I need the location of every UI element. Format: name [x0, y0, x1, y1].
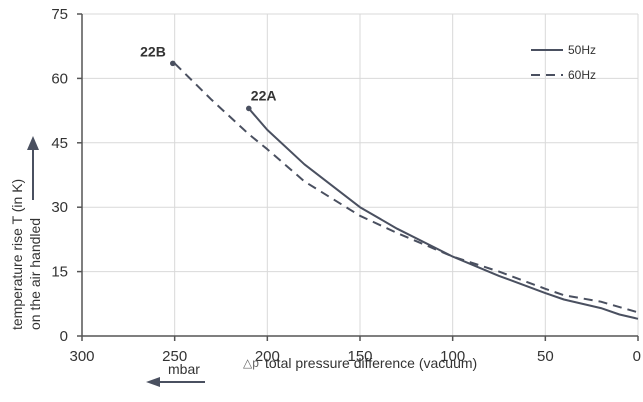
x-axis-arrow-icon [146, 377, 160, 387]
legend: 50Hz 60Hz [531, 43, 596, 82]
y-axis-label-group: temperature rise T (in K) on the air han… [9, 136, 43, 330]
x-tick-label: 250 [162, 348, 187, 365]
y-axis-label-line2: on the air handled [27, 218, 43, 330]
x-axis-symbol: △p [243, 356, 259, 370]
x-axis-label: total pressure difference (vacuum) [265, 355, 477, 371]
y-tick-label: 60 [51, 70, 68, 87]
y-tick-label: 75 [51, 6, 68, 23]
y-tick-label: 45 [51, 135, 68, 152]
annotation-label: 22B [140, 43, 166, 59]
y-tick-labels: 0 15 30 45 60 75 [51, 6, 68, 345]
y-tick-label: 0 [60, 328, 68, 345]
x-tick-label: 200 [255, 348, 280, 365]
legend-label-50hz: 50Hz [568, 43, 596, 57]
grid [81, 13, 639, 337]
x-tick-label: 50 [537, 348, 554, 365]
x-tick-label: 300 [69, 348, 94, 365]
y-axis-arrow-icon [27, 136, 39, 150]
x-axis-unit: mbar [168, 361, 200, 377]
annotations: 22B 22A [140, 43, 277, 112]
x-axis-label-group: mbar △p total pressure difference (vacuu… [146, 355, 477, 387]
annotation-point [246, 105, 252, 112]
x-tick-label: 0 [633, 348, 641, 365]
axes [77, 13, 639, 341]
annotation-point [170, 60, 176, 67]
y-tick-label: 15 [51, 264, 68, 281]
x-tick-label: 100 [440, 348, 465, 365]
series-lines [173, 62, 639, 320]
series-line-50hz [248, 107, 639, 320]
annotation-label: 22A [251, 87, 277, 103]
y-axis-label-line1: temperature rise T (in K) [9, 179, 25, 330]
legend-label-60hz: 60Hz [568, 68, 596, 82]
x-tick-labels: 300 250 200 150 100 50 0 [69, 348, 641, 365]
y-tick-label: 30 [51, 199, 68, 216]
series-line-60hz [173, 62, 639, 314]
x-tick-label: 150 [347, 348, 372, 365]
